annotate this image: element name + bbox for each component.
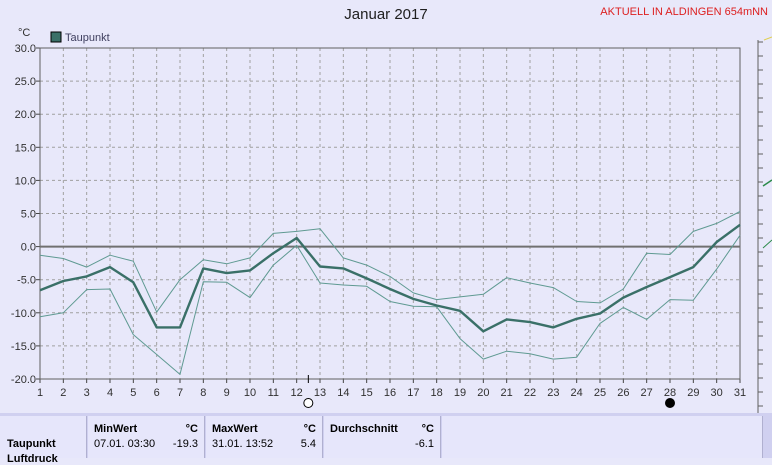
- avg-unit: °C: [421, 423, 434, 435]
- dewpoint-chart: 30.0 25.0 20.0 15.0 10.0 5.0 0.0 -5.0 -10.0 -15.0…: [11, 27, 772, 413]
- grid-layer: [40, 47, 740, 380]
- summary-min-cell: MinWert °C 07.01. 03:30 -19.3: [88, 416, 205, 458]
- y-tick-label: -10.0: [11, 308, 36, 320]
- legend-label: Taupunkt: [65, 32, 110, 44]
- x-tick-label: 29: [687, 387, 699, 399]
- summary-panel: Taupunkt Luftdruck MinWert °C 07.01. 03:…: [0, 413, 772, 465]
- x-tick-label: 3: [84, 387, 90, 399]
- x-tick-label: 14: [337, 387, 349, 399]
- series-max-line: [39, 211, 741, 313]
- moon-phase-markers: [303, 375, 675, 408]
- legend: Taupunkt: [50, 31, 110, 44]
- x-tick-label: 25: [594, 387, 606, 399]
- x-tick-label: 2: [60, 387, 66, 399]
- axis-layer: [36, 47, 741, 383]
- y-tick-label: 25.0: [15, 76, 36, 88]
- x-tick-label: 18: [431, 387, 443, 399]
- x-tick-label: 7: [177, 387, 183, 399]
- x-tick-label: 28: [664, 387, 676, 399]
- x-tick-label: 10: [244, 387, 256, 399]
- x-tick-label: 26: [617, 387, 629, 399]
- new-moon-icon: [665, 398, 675, 408]
- summary-empty-cell: [442, 416, 763, 458]
- min-value: -19.3: [172, 438, 198, 450]
- x-tick-label: 5: [130, 387, 136, 399]
- strip-line: [763, 36, 772, 41]
- summary-label-cell: Taupunkt Luftdruck: [0, 416, 87, 465]
- x-tick-label: 8: [200, 387, 206, 399]
- avg-header: Durchschnitt: [330, 423, 398, 435]
- summary-row-label-2: Luftdruck: [7, 453, 58, 465]
- max-time: 31.01. 13:52: [212, 438, 274, 450]
- plot-frame: [39, 47, 741, 380]
- min-time: 07.01. 03:30: [94, 438, 156, 450]
- strip-line: [762, 239, 772, 249]
- x-tick-label: 21: [501, 387, 513, 399]
- y-unit-label: °C: [18, 27, 30, 39]
- min-unit: °C: [185, 423, 198, 435]
- x-tick-label: 22: [524, 387, 536, 399]
- x-tick-label: 23: [547, 387, 559, 399]
- summary-row-label: Taupunkt: [7, 438, 56, 450]
- series-mean-line: [39, 223, 741, 333]
- x-tick-label: 4: [107, 387, 113, 399]
- y-tick-label: 0.0: [21, 242, 36, 254]
- x-tick-label: 24: [571, 387, 583, 399]
- max-unit: °C: [303, 423, 316, 435]
- y-tick-label: -15.0: [11, 341, 36, 353]
- x-tick-label: 19: [454, 387, 466, 399]
- x-tick-label: 31: [734, 387, 746, 399]
- avg-value: -6.1: [415, 438, 434, 450]
- y-tick-label: 15.0: [15, 142, 36, 154]
- x-tick-label: 30: [711, 387, 723, 399]
- max-header: MaxWert: [212, 423, 258, 435]
- x-tick-label: 13: [314, 387, 326, 399]
- x-tick-label: 1: [37, 387, 43, 399]
- y-tick-label: -5.0: [17, 275, 36, 287]
- min-header: MinWert: [94, 423, 138, 435]
- right-mini-chart: [757, 36, 772, 413]
- x-tick-label: 12: [291, 387, 303, 399]
- y-tick-label: -20.0: [11, 374, 36, 386]
- y-tick-label: 10.0: [15, 175, 36, 187]
- tick-label-layer: 30.0 25.0 20.0 15.0 10.0 5.0 0.0 -5.0 -10.0 -15.0…: [11, 27, 746, 399]
- summary-avg-cell: Durchschnitt °C -6.1: [324, 416, 441, 458]
- x-tick-label: 15: [361, 387, 373, 399]
- series-layer: [39, 211, 741, 375]
- chart-title: Januar 2017: [344, 6, 428, 23]
- full-moon-icon: [303, 398, 314, 408]
- summary-max-cell: MaxWert °C 31.01. 13:52 5.4: [206, 416, 323, 458]
- x-tick-label: 11: [268, 387, 279, 399]
- max-value: 5.4: [300, 438, 316, 450]
- y-tick-label: 5.0: [21, 209, 36, 221]
- y-tick-label: 20.0: [15, 109, 36, 121]
- x-tick-label: 9: [224, 387, 230, 399]
- strip-line: [762, 179, 772, 187]
- legend-swatch: [50, 31, 62, 43]
- series-min-line: [39, 235, 741, 375]
- x-tick-label: 6: [154, 387, 160, 399]
- x-tick-label: 20: [477, 387, 489, 399]
- x-tick-label: 17: [407, 387, 419, 399]
- x-tick-label: 27: [641, 387, 653, 399]
- x-tick-label: 16: [384, 387, 396, 399]
- station-label: AKTUELL IN ALDINGEN 654mNN: [600, 6, 768, 18]
- y-tick-label: 30.0: [15, 43, 36, 55]
